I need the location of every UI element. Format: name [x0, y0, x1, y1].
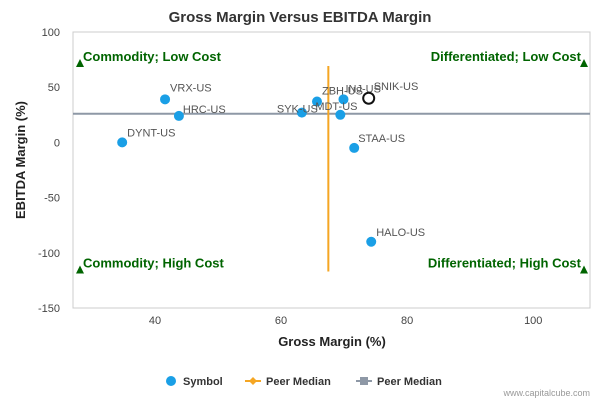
legend-label: Symbol: [183, 376, 223, 388]
plot-frame: [72, 31, 591, 309]
data-point: [338, 94, 349, 105]
quadrant-marker-triangle: [580, 265, 588, 274]
x-tick-label: 100: [524, 315, 542, 327]
data-point-label: INJ-US: [345, 83, 380, 95]
data-point-label: HRC-US: [183, 104, 226, 116]
legend-marker-symbol: [166, 376, 176, 386]
data-point: [311, 96, 322, 107]
quadrant-marker-triangle: [580, 59, 588, 68]
quadrant-marker-triangle: [76, 265, 84, 274]
data-point-label: ZBH-US: [322, 86, 363, 98]
quadrant-label-top-right: Differentiated; Low Cost: [431, 49, 582, 64]
quadrant-labels: Commodity; Low Cost Differentiated; Low C…: [76, 49, 588, 274]
quadrant-marker-triangle: [76, 59, 84, 68]
data-point-label: STAA-US: [358, 133, 405, 145]
legend-label: Peer Median: [377, 376, 442, 388]
x-tick-label: 40: [149, 315, 161, 327]
quadrant-label-bottom-right: Differentiated; High Cost: [428, 255, 582, 270]
y-axis-title: EBITDA Margin (%): [13, 101, 28, 219]
x-tick-label: 80: [401, 315, 413, 327]
data-point: [335, 109, 346, 120]
data-point-label: SYK-US: [277, 104, 318, 116]
data-point: [366, 236, 377, 247]
x-tick-label: 60: [275, 315, 287, 327]
y-tick-label: 100: [42, 27, 60, 39]
legend-marker-diamond: [249, 377, 257, 385]
y-tick-label: 0: [54, 137, 60, 149]
highlight-point-label: SNIK-US: [374, 81, 419, 93]
quadrant-label-top-left: Commodity; Low Cost: [83, 49, 222, 64]
y-tick-label: -50: [44, 193, 60, 205]
quadrant-label-bottom-left: Commodity; High Cost: [83, 255, 224, 270]
data-point-label: MDT-US: [315, 101, 357, 113]
highlight-point: [362, 91, 376, 105]
data-point: [296, 107, 307, 118]
median-lines: [73, 66, 590, 272]
plot-area-border: [72, 31, 591, 309]
credit-text: www.capitalcube.com: [502, 388, 590, 398]
chart-title: Gross Margin Versus EBITDA Margin: [169, 9, 432, 26]
data-point-label: VRX-US: [170, 82, 212, 94]
legend: Symbol Peer Median Peer Median: [166, 376, 442, 388]
axis-ticks: 40 60 80 100 100 50 0 -50 -100 -150: [38, 27, 542, 327]
data-point: [173, 110, 184, 121]
y-tick-label: -100: [38, 248, 60, 260]
data-point-label: HALO-US: [376, 227, 425, 239]
legend-marker-square: [360, 377, 368, 385]
data-point: [117, 137, 128, 148]
data-point: [160, 94, 171, 105]
data-point-label: DYNT-US: [127, 127, 175, 139]
legend-label: Peer Median: [266, 376, 331, 388]
y-tick-label: 50: [48, 82, 60, 94]
x-axis-title: Gross Margin (%): [278, 334, 386, 349]
data-point: [349, 142, 360, 153]
y-tick-label: -150: [38, 303, 60, 315]
